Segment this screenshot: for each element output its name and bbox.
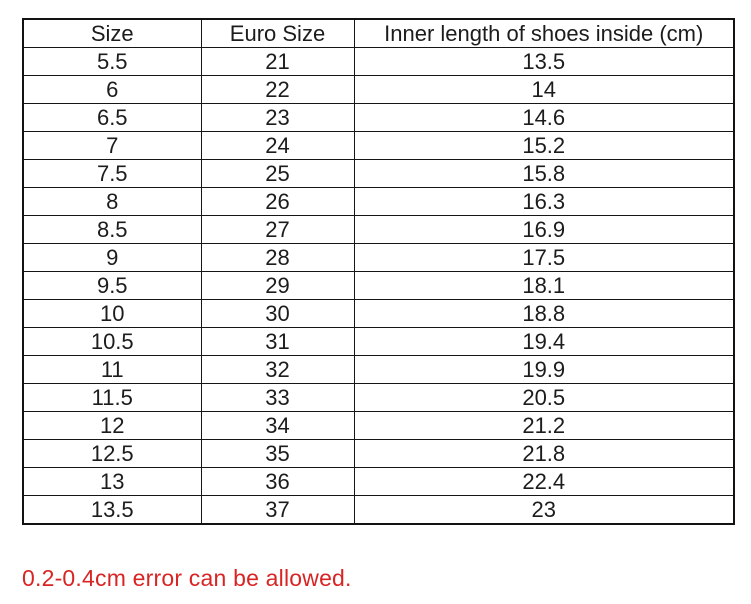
cell-euro-size: 31 <box>200 327 355 356</box>
cell-size: 11.5 <box>22 383 202 412</box>
table-row: 10.5 31 19.4 <box>22 327 735 356</box>
cell-euro-size: 22 <box>200 75 355 104</box>
cell-size: 11 <box>22 355 202 384</box>
cell-euro-size: 30 <box>200 299 355 328</box>
table-row: 7 24 15.2 <box>22 131 735 160</box>
cell-euro-size: 29 <box>200 271 355 300</box>
cell-inner-length: 14 <box>353 75 735 104</box>
table-row: 7.5 25 15.8 <box>22 159 735 188</box>
cell-inner-length: 21.2 <box>353 411 735 440</box>
cell-inner-length: 19.9 <box>353 355 735 384</box>
cell-inner-length: 16.3 <box>353 187 735 216</box>
table-row: 10 30 18.8 <box>22 299 735 328</box>
cell-size: 12 <box>22 411 202 440</box>
cell-euro-size: 36 <box>200 467 355 496</box>
cell-euro-size: 23 <box>200 103 355 132</box>
cell-euro-size: 28 <box>200 243 355 272</box>
cell-size: 10 <box>22 299 202 328</box>
cell-inner-length: 14.6 <box>353 103 735 132</box>
cell-euro-size: 35 <box>200 439 355 468</box>
cell-size: 7.5 <box>22 159 202 188</box>
cell-euro-size: 21 <box>200 47 355 76</box>
cell-euro-size: 24 <box>200 131 355 160</box>
size-conversion-table: Size Euro Size Inner length of shoes ins… <box>22 18 735 525</box>
cell-inner-length: 15.8 <box>353 159 735 188</box>
cell-size: 7 <box>22 131 202 160</box>
table-row: 9.5 29 18.1 <box>22 271 735 300</box>
cell-inner-length: 18.1 <box>353 271 735 300</box>
cell-inner-length: 21.8 <box>353 439 735 468</box>
cell-inner-length: 16.9 <box>353 215 735 244</box>
cell-size: 8.5 <box>22 215 202 244</box>
table-row: 13.5 37 23 <box>22 495 735 525</box>
table-body: 5.5 21 13.5 6 22 14 6.5 23 14.6 7 24 15.2 7.5 25 15.8 8… <box>22 47 735 525</box>
cell-euro-size: 34 <box>200 411 355 440</box>
cell-size: 13.5 <box>22 495 202 525</box>
cell-inner-length: 17.5 <box>353 243 735 272</box>
cell-inner-length: 22.4 <box>353 467 735 496</box>
cell-inner-length: 23 <box>353 495 735 525</box>
cell-size: 6.5 <box>22 103 202 132</box>
cell-size: 9.5 <box>22 271 202 300</box>
cell-euro-size: 26 <box>200 187 355 216</box>
table-row: 5.5 21 13.5 <box>22 47 735 76</box>
cell-euro-size: 27 <box>200 215 355 244</box>
cell-euro-size: 33 <box>200 383 355 412</box>
cell-size: 13 <box>22 467 202 496</box>
cell-euro-size: 25 <box>200 159 355 188</box>
header-inner-length: Inner length of shoes inside (cm) <box>353 18 735 48</box>
cell-inner-length: 19.4 <box>353 327 735 356</box>
cell-inner-length: 13.5 <box>353 47 735 76</box>
table-row: 13 36 22.4 <box>22 467 735 496</box>
cell-euro-size: 32 <box>200 355 355 384</box>
cell-inner-length: 15.2 <box>353 131 735 160</box>
cell-size: 8 <box>22 187 202 216</box>
cell-size: 12.5 <box>22 439 202 468</box>
cell-size: 6 <box>22 75 202 104</box>
table-row: 12.5 35 21.8 <box>22 439 735 468</box>
table-row: 11 32 19.9 <box>22 355 735 384</box>
cell-size: 9 <box>22 243 202 272</box>
header-euro-size: Euro Size <box>200 18 355 48</box>
cell-inner-length: 18.8 <box>353 299 735 328</box>
cell-size: 10.5 <box>22 327 202 356</box>
table-row: 9 28 17.5 <box>22 243 735 272</box>
cell-inner-length: 20.5 <box>353 383 735 412</box>
cell-euro-size: 37 <box>200 495 355 525</box>
table-header-row: Size Euro Size Inner length of shoes ins… <box>22 18 735 48</box>
table-row: 8.5 27 16.9 <box>22 215 735 244</box>
table-row: 12 34 21.2 <box>22 411 735 440</box>
tolerance-note: 0.2-0.4cm error can be allowed. <box>22 565 352 591</box>
cell-size: 5.5 <box>22 47 202 76</box>
table-row: 8 26 16.3 <box>22 187 735 216</box>
header-size: Size <box>22 18 202 48</box>
table-row: 11.5 33 20.5 <box>22 383 735 412</box>
table-row: 6.5 23 14.6 <box>22 103 735 132</box>
table-row: 6 22 14 <box>22 75 735 104</box>
